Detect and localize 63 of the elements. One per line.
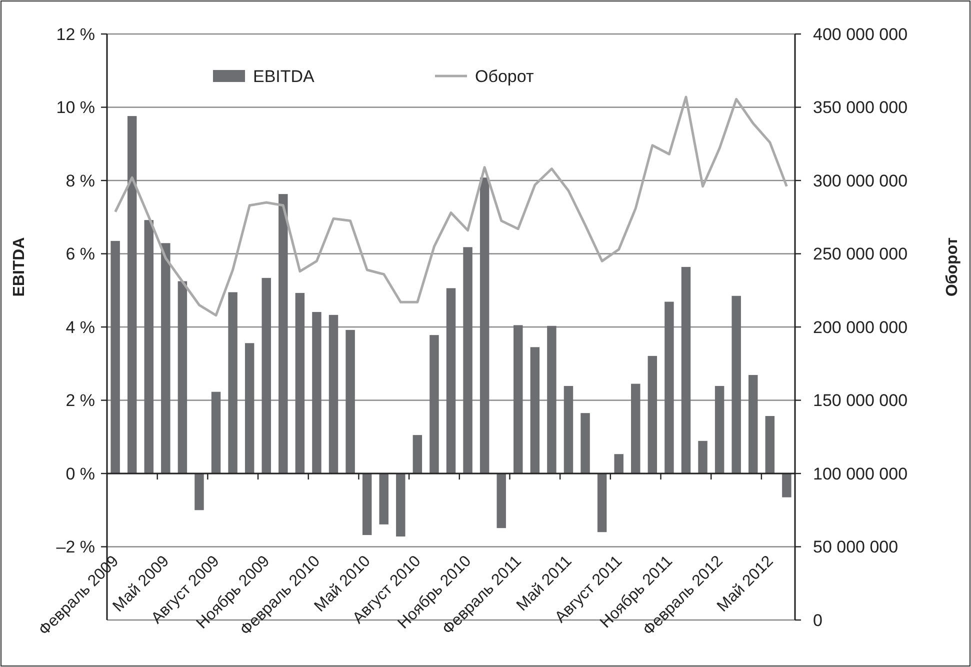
bar [496, 474, 506, 528]
y2-tick-label: 400 000 000 [813, 24, 908, 44]
bar [748, 374, 758, 474]
y2-axis-title: Оборот [944, 237, 961, 297]
bar [110, 240, 120, 474]
bar [732, 296, 741, 474]
bar [379, 474, 388, 524]
bar [698, 440, 708, 474]
bar [228, 292, 238, 474]
bar [664, 302, 674, 474]
bar [547, 326, 556, 474]
bar [144, 220, 154, 474]
bar [328, 314, 338, 474]
bar [648, 356, 658, 474]
bar [211, 392, 221, 474]
y2-tick-label: 300 000 000 [813, 171, 908, 190]
bar [127, 116, 137, 474]
bar [530, 347, 540, 474]
bar [430, 335, 439, 474]
y-tick-label: 10 % [56, 98, 95, 118]
bar [765, 416, 775, 474]
y2-tick-label: 50 000 000 [813, 538, 898, 557]
bar [782, 474, 792, 498]
bar [244, 343, 254, 474]
bar [614, 454, 624, 474]
y2-tick-label: 250 000 000 [813, 244, 908, 264]
bar [480, 178, 490, 474]
bar [714, 386, 724, 474]
bar [514, 325, 523, 474]
bar [295, 292, 305, 474]
bar [194, 474, 204, 510]
y-axis-title: EBITDA [11, 236, 28, 297]
legend-label: Оборот [475, 66, 534, 86]
y-tick-label: 6 % [66, 244, 95, 264]
bar [681, 266, 691, 474]
y2-tick-label: 200 000 000 [813, 318, 908, 337]
bar [580, 413, 590, 474]
y-tick-label: 4 % [66, 318, 95, 337]
bar [161, 243, 170, 474]
bar [178, 281, 188, 474]
bar [446, 288, 456, 474]
bar [362, 474, 372, 536]
legend-label: EBITDA [253, 66, 316, 86]
y-tick-label: 8 % [66, 171, 95, 190]
y-tick-label: 0 % [66, 464, 95, 484]
y-tick-label: 12 % [56, 24, 95, 44]
bar [346, 330, 355, 474]
y2-tick-label: 350 000 000 [813, 98, 908, 118]
y-tick-label: 2 % [66, 391, 95, 410]
bar [412, 435, 422, 474]
bar [597, 474, 607, 532]
bar [463, 247, 472, 474]
y2-tick-label: 150 000 000 [813, 391, 908, 410]
line-series [114, 96, 788, 317]
bar [278, 194, 288, 474]
bar [396, 474, 406, 536]
bar [564, 386, 574, 474]
bar [262, 278, 271, 474]
bar [312, 312, 322, 474]
y2-tick-label: 0 [813, 610, 822, 630]
bar [631, 384, 640, 474]
y-tick-label: –2 % [56, 538, 95, 557]
y2-tick-label: 100 000 000 [813, 464, 908, 484]
